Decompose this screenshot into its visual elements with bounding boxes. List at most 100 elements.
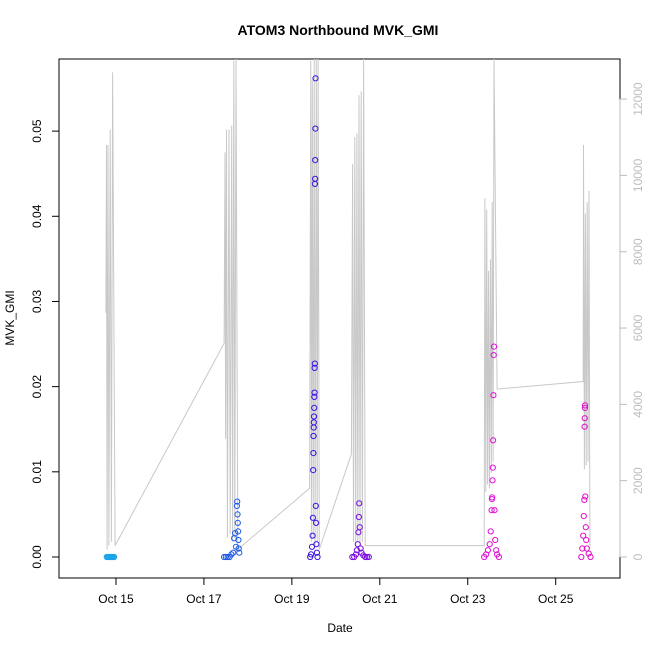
- data-point: [362, 553, 369, 561]
- data-point: [308, 551, 315, 558]
- data-point: [580, 532, 587, 539]
- data-point: [490, 352, 497, 359]
- data-point: [310, 450, 317, 457]
- data-point: [581, 415, 588, 422]
- y-tick-label: 0.00: [30, 545, 44, 569]
- altitude-line: [105, 58, 591, 551]
- data-point: [230, 549, 237, 556]
- data-point: [587, 553, 594, 561]
- data-point: [581, 402, 589, 409]
- y-tick-label: 0.04: [30, 204, 44, 228]
- x-tick-label: Oct 25: [538, 592, 574, 606]
- data-point: [578, 553, 585, 561]
- y-tick-label: 0.02: [30, 375, 44, 399]
- x-axis: Oct 15 Oct 17 Oct 19 Oct 21 Oct 23 Oct 25: [98, 577, 574, 606]
- plot-frame: [58, 58, 621, 579]
- data-point: [228, 551, 235, 558]
- data-point: [312, 175, 319, 182]
- data-point: [236, 549, 243, 556]
- x-axis-label: Date: [327, 621, 353, 635]
- data-point: [579, 545, 586, 552]
- data-point: [356, 524, 363, 531]
- data-point: [581, 423, 588, 430]
- data-point: [490, 437, 497, 444]
- data-point: [313, 541, 320, 548]
- data-point: [356, 500, 363, 507]
- data-point: [582, 493, 589, 500]
- data-point: [365, 553, 372, 561]
- data-point: [312, 502, 319, 509]
- data-point: [352, 551, 360, 558]
- data-point: [233, 502, 240, 509]
- data-point: [580, 513, 587, 520]
- data-point: [111, 553, 118, 561]
- data-point: [235, 536, 242, 544]
- altitude-line-layer: [105, 58, 591, 551]
- data-point: [495, 553, 502, 561]
- data-point: [310, 467, 317, 474]
- right-y-axis: 0 2000 4000 6000 8000 10000 12000: [619, 82, 645, 560]
- x-tick-label: Oct 15: [98, 592, 134, 606]
- y2-tick-label: 4000: [631, 391, 645, 418]
- data-point: [235, 545, 242, 552]
- y2-tick-label: 2000: [631, 467, 645, 494]
- data-point: [232, 530, 239, 537]
- x-tick-label: Oct 23: [450, 592, 486, 606]
- y2-tick-label: 10000: [631, 158, 645, 192]
- data-point: [314, 553, 321, 561]
- data-point: [310, 432, 317, 440]
- x-tick-label: Oct 17: [186, 592, 222, 606]
- data-point: [583, 536, 590, 544]
- data-point: [313, 519, 320, 527]
- data-point: [493, 547, 500, 554]
- data-point: [490, 392, 497, 399]
- data-point: [489, 464, 496, 471]
- data-point: [311, 360, 318, 367]
- data-point: [234, 498, 241, 505]
- data-point: [353, 547, 360, 554]
- data-point: [311, 393, 318, 400]
- data-point: [355, 513, 362, 521]
- x-tick-label: Oct 19: [274, 592, 310, 606]
- data-point: [234, 519, 241, 527]
- data-point: [311, 404, 318, 411]
- y-axis-label: MVK_GMI: [3, 290, 17, 345]
- points-layer: [103, 75, 594, 561]
- y2-tick-label: 12000: [631, 82, 645, 116]
- chart-title: ATOM3 Northbound MVK_GMI: [238, 22, 439, 38]
- data-point: [363, 553, 371, 561]
- y-tick-label: 0.03: [30, 289, 44, 313]
- data-point: [313, 549, 320, 556]
- data-point: [357, 545, 364, 552]
- data-point: [583, 545, 590, 552]
- data-point: [360, 552, 367, 559]
- data-point: [310, 419, 317, 426]
- data-point: [491, 507, 498, 514]
- y2-tick-label: 6000: [631, 314, 645, 341]
- data-point: [308, 543, 316, 550]
- y2-tick-label: 8000: [631, 238, 645, 265]
- y-tick-label: 0.05: [30, 119, 44, 143]
- data-point: [585, 550, 592, 557]
- data-point: [222, 553, 229, 561]
- data-point: [582, 524, 589, 531]
- data-point: [354, 541, 361, 548]
- data-point: [312, 75, 319, 82]
- data-point: [307, 553, 314, 561]
- data-point: [234, 511, 241, 518]
- data-point: [581, 496, 588, 503]
- data-point: [486, 541, 493, 548]
- data-point: [309, 514, 316, 521]
- data-point: [490, 343, 498, 350]
- x-tick-label: Oct 21: [362, 592, 398, 606]
- y-axis: 0.00 0.01 0.02 0.03 0.04 0.05: [30, 119, 60, 569]
- data-point: [484, 547, 491, 554]
- data-point: [581, 404, 589, 411]
- y2-tick-label: 0: [631, 553, 645, 560]
- data-point: [310, 413, 318, 420]
- data-point: [312, 157, 319, 164]
- data-point: [311, 364, 318, 371]
- data-point: [487, 528, 494, 535]
- data-point: [235, 528, 242, 535]
- data-point: [311, 389, 318, 396]
